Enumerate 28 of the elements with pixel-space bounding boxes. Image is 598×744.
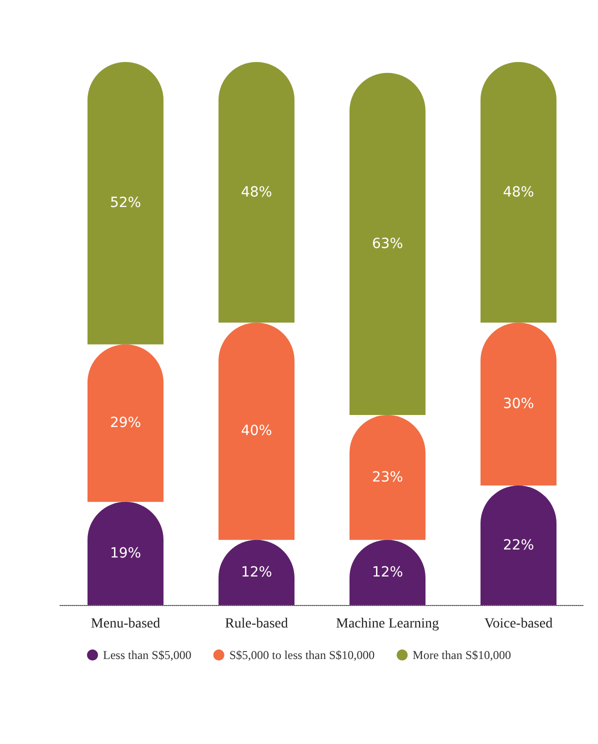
legend-label: Less than S$5,000 <box>103 648 192 662</box>
x-tick-label: Voice-based <box>484 616 553 632</box>
data-label: 52% <box>110 195 142 212</box>
data-label: 48% <box>502 184 534 200</box>
data-label: 48% <box>240 184 272 200</box>
bar <box>88 62 164 344</box>
x-tick-label: Menu-based <box>90 616 160 632</box>
data-label: 22% <box>502 537 534 554</box>
bar <box>480 62 556 323</box>
x-tick-label: Rule-based <box>225 616 288 632</box>
bar <box>218 62 294 323</box>
data-label: 63% <box>372 236 404 252</box>
legend-label: More than S$10,000 <box>412 648 511 662</box>
data-label: 23% <box>372 469 404 486</box>
data-label: 40% <box>240 423 272 440</box>
data-label: 29% <box>110 415 142 432</box>
data-label: 12% <box>372 564 404 580</box>
data-label: 19% <box>110 545 142 562</box>
bar <box>480 322 556 486</box>
bar <box>350 72 426 415</box>
x-tick-label: Machine Learning <box>336 616 440 632</box>
legend-label: S$5,000 to less than S$10,000 <box>229 648 375 662</box>
bar <box>218 322 294 540</box>
bar <box>350 414 426 540</box>
bar <box>480 486 556 605</box>
data-label: 12% <box>240 564 272 580</box>
bar <box>88 344 164 502</box>
data-label: 30% <box>502 396 534 412</box>
